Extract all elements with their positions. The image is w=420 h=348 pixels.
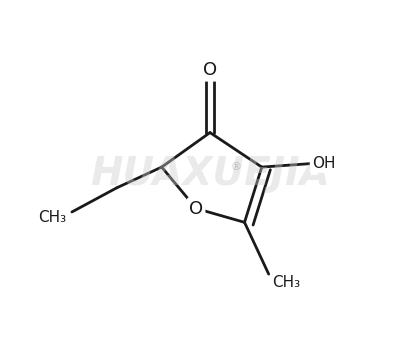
Text: CH₃: CH₃ [39, 209, 67, 225]
Text: CH₃: CH₃ [272, 275, 300, 290]
Text: OH: OH [312, 156, 335, 171]
Text: O: O [203, 62, 217, 79]
Text: O: O [189, 199, 203, 218]
Text: ®: ® [231, 162, 241, 172]
Text: HUAXUEJIA: HUAXUEJIA [90, 155, 330, 193]
